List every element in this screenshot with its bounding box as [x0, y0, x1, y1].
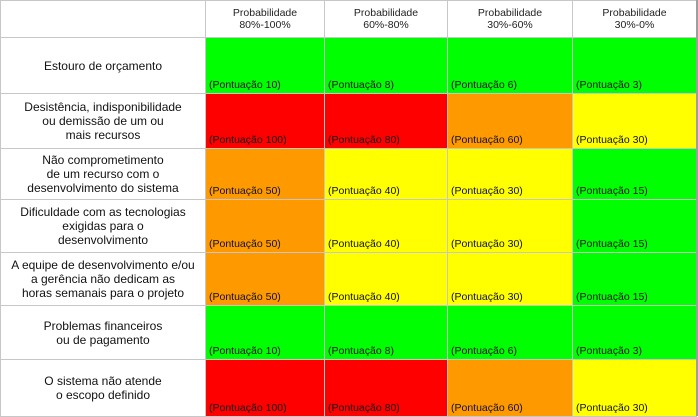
score-cell: (Pontuação 30)	[573, 360, 697, 417]
header-probability-30-60: Probabilidade 30%-60%	[448, 1, 573, 38]
score-cell: (Pontuação 6)	[448, 38, 573, 94]
score-cell: (Pontuação 6)	[448, 306, 573, 360]
score-cell: (Pontuação 50)	[206, 149, 325, 200]
score-cell: (Pontuação 30)	[448, 149, 573, 200]
score-cell: (Pontuação 8)	[325, 306, 448, 360]
window-edge-divider	[696, 0, 698, 416]
score-cell: (Pontuação 8)	[325, 38, 448, 94]
score-cell: (Pontuação 30)	[448, 200, 573, 253]
score-cell: (Pontuação 10)	[206, 38, 325, 94]
score-cell: (Pontuação 40)	[325, 149, 448, 200]
risk-label-scope-not-met: O sistema não atende o escopo definido	[1, 360, 206, 417]
score-cell: (Pontuação 30)	[448, 253, 573, 306]
score-cell: (Pontuação 50)	[206, 200, 325, 253]
score-cell: (Pontuação 40)	[325, 253, 448, 306]
score-cell: (Pontuação 80)	[325, 94, 448, 149]
score-cell: (Pontuação 60)	[448, 360, 573, 417]
score-cell: (Pontuação 40)	[325, 200, 448, 253]
risk-label-team-dedication: A equipe de desenvolvimento e/ou a gerên…	[1, 253, 206, 306]
score-cell: (Pontuação 60)	[448, 94, 573, 149]
risk-label-resource-loss: Desistência, indisponibilidade ou demiss…	[1, 94, 206, 149]
score-cell: (Pontuação 3)	[573, 38, 697, 94]
score-cell: (Pontuação 100)	[206, 360, 325, 417]
risk-label-financial-problems: Problemas financeiros ou de pagamento	[1, 306, 206, 360]
score-cell: (Pontuação 50)	[206, 253, 325, 306]
score-cell: (Pontuação 15)	[573, 200, 697, 253]
score-cell: (Pontuação 10)	[206, 306, 325, 360]
score-cell: (Pontuação 100)	[206, 94, 325, 149]
header-corner-cell	[1, 1, 206, 38]
risk-label-resource-commitment: Não comprometimento de um recurso com o …	[1, 149, 206, 200]
score-cell: (Pontuação 30)	[573, 94, 697, 149]
risk-label-technology-difficulty: Dificuldade com as tecnologias exigidas …	[1, 200, 206, 253]
header-probability-60-80: Probabilidade 60%-80%	[325, 1, 448, 38]
score-cell: (Pontuação 15)	[573, 253, 697, 306]
score-cell: (Pontuação 3)	[573, 306, 697, 360]
header-probability-80-100: Probabilidade 80%-100%	[206, 1, 325, 38]
risk-label-budget-overrun: Estouro de orçamento	[1, 38, 206, 94]
score-cell: (Pontuação 80)	[325, 360, 448, 417]
header-probability-30-0: Probabilidade 30%-0%	[573, 1, 697, 38]
score-cell: (Pontuação 15)	[573, 149, 697, 200]
